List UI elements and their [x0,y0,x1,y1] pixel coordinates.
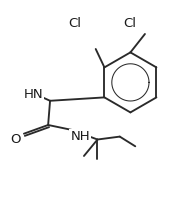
Text: HN: HN [24,88,43,101]
Text: Cl: Cl [69,17,82,30]
Text: O: O [10,133,20,146]
Text: NH: NH [70,130,90,143]
Text: Cl: Cl [123,17,136,30]
